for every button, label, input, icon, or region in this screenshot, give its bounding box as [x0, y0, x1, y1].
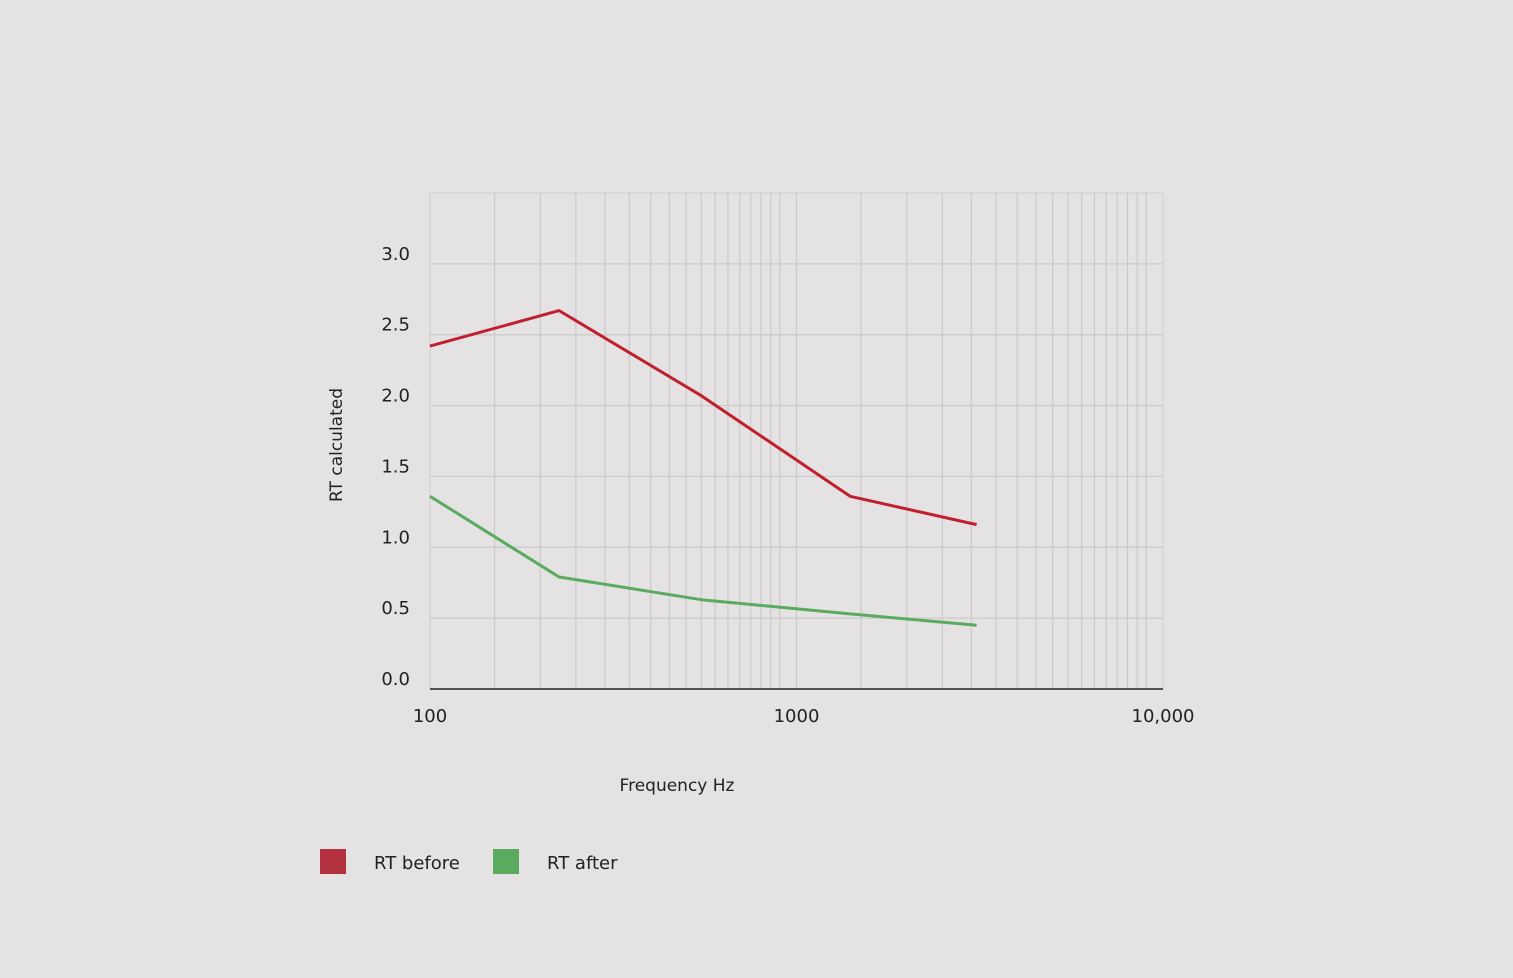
y-tick-label: 2.5: [381, 315, 410, 336]
legend-label-rt-before: RT before: [374, 853, 460, 874]
y-tick-label: 0.5: [381, 598, 410, 619]
legend-swatch-rt-after: [493, 849, 519, 874]
legend: RT before RT after: [320, 849, 618, 874]
y-tick-label: 2.0: [381, 386, 410, 407]
x-tick-label: 10,000: [1132, 706, 1195, 727]
legend-label-rt-after: RT after: [547, 853, 618, 874]
series-line-rt-after: [429, 495, 977, 627]
x-axis-title: Frequency Hz: [620, 776, 735, 796]
x-tick-label: 1000: [774, 706, 820, 727]
legend-swatch-rt-before: [320, 849, 346, 874]
axes: 0.0 0.5 1.0 1.5 2.0 2.5 3.0 100 1000 10,000: [381, 244, 1194, 727]
grid: [429, 192, 1164, 690]
x-tick-label: 100: [413, 706, 447, 727]
series-layer: [429, 309, 977, 627]
y-tick-label: 3.0: [381, 244, 410, 265]
y-tick-label: 1.5: [381, 456, 410, 477]
y-axis-title: RT calculated: [327, 388, 347, 502]
series-line-rt-before: [429, 309, 977, 527]
y-tick-label: 1.0: [381, 527, 410, 548]
y-tick-label: 0.0: [381, 669, 410, 690]
